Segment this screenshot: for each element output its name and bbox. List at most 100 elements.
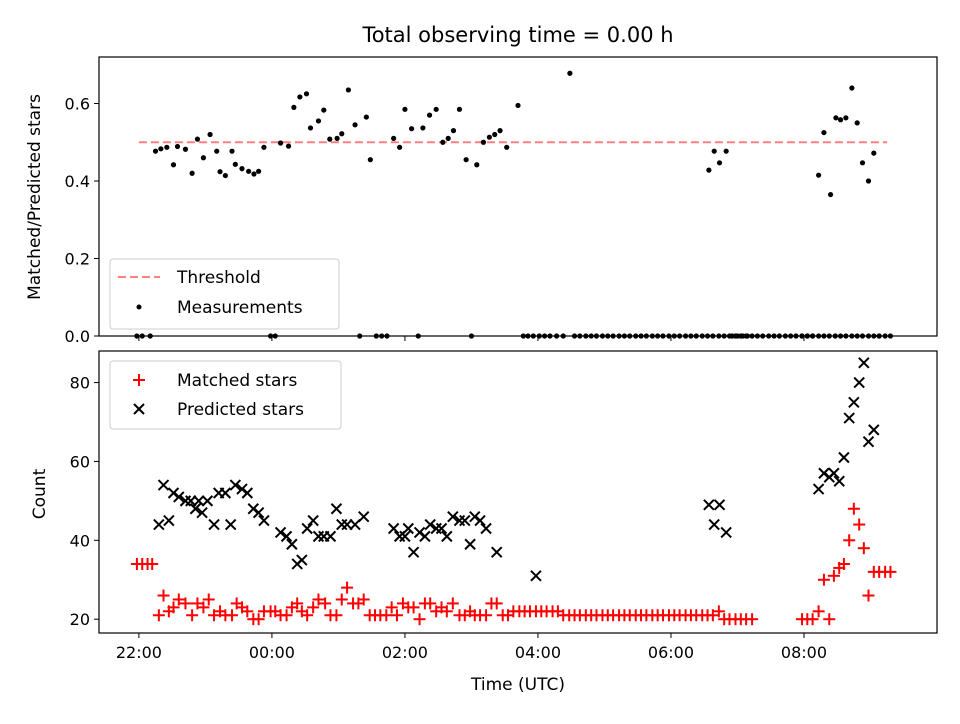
bottom-legend: Matched stars Predicted stars: [109, 360, 342, 430]
measurement-point: [849, 85, 855, 91]
matched-star-point: [380, 609, 393, 622]
measurement-point: [754, 333, 761, 339]
measurement-point: [610, 333, 616, 339]
measurement-point: [303, 91, 310, 97]
matched-star-point: [827, 569, 840, 582]
measurement-point: [450, 128, 457, 134]
top-panel: 0.0 0.2 0.4 0.6 Matched/Predicted stars Thr…: [25, 56, 938, 346]
measurement-point: [321, 107, 327, 113]
measurement-point: [699, 333, 705, 339]
matched-star-point: [241, 605, 254, 618]
matched-star-point: [280, 609, 293, 622]
measurement-point: [865, 178, 872, 184]
predicted-star-point: [868, 424, 880, 436]
matched-star-point: [319, 597, 332, 610]
measurement-point: [633, 333, 639, 339]
measurement-point: [744, 333, 751, 339]
matched-star-point: [823, 613, 836, 626]
measurement-point: [536, 333, 542, 339]
matched-star-point: [862, 589, 875, 602]
x-tick-label: 04:00: [515, 643, 561, 662]
measurement-point: [207, 131, 213, 138]
measurement-point: [277, 140, 284, 146]
predicted-star-point: [459, 514, 471, 527]
predicted-star-point: [838, 451, 850, 464]
top-y-tick-label: 0.4: [65, 172, 90, 191]
measurement-point: [339, 131, 345, 137]
measurement-point: [638, 333, 644, 339]
predicted-star-point: [843, 412, 855, 424]
predicted-star-point: [224, 518, 237, 531]
measurement-point: [605, 333, 611, 339]
predicted-star-point: [296, 554, 308, 566]
measurement-point: [420, 125, 426, 131]
matched-star-point: [179, 597, 192, 610]
measurement-point: [810, 333, 816, 339]
measurement-point: [239, 166, 245, 172]
measurement-point: [480, 139, 487, 145]
predicted-star-point: [853, 376, 865, 389]
predicted-star-point: [419, 530, 431, 543]
measurement-point: [567, 70, 573, 76]
predicted-star-point: [153, 518, 165, 531]
predicted-star-point: [530, 570, 542, 582]
matched-star-point: [146, 557, 159, 570]
measurement-point: [147, 333, 153, 339]
predicted-star-point: [274, 526, 287, 539]
legend-threshold-label: Threshold: [176, 268, 261, 288]
measurement-point: [291, 104, 297, 110]
predicted-star-point: [241, 487, 254, 499]
predicted-star-point: [708, 518, 720, 531]
predicted-star-point: [480, 522, 492, 535]
x-axis-label: Time (UTC): [470, 675, 565, 695]
predicted-star-point: [286, 538, 298, 550]
measurement-point: [297, 94, 303, 100]
bottom-x-ticks: 22:00 00:00 02:00 04:00 06:00 08:00: [116, 633, 827, 662]
measurement-point: [553, 333, 560, 339]
measurement-point: [716, 333, 722, 339]
bottom-legend-box: [109, 360, 342, 430]
predicted-star-point: [812, 483, 825, 495]
chart-title: Total observing time = 0.00 h: [361, 23, 673, 47]
top-y-tick-label: 0.2: [65, 250, 90, 269]
measurement-point: [887, 333, 894, 339]
measurement-point: [583, 333, 589, 339]
legend-measurements-swatch: [136, 304, 142, 310]
measurement-point: [804, 333, 810, 339]
matched-star-point: [424, 597, 437, 610]
matched-star-point: [853, 518, 866, 531]
predicted-star-point: [301, 522, 313, 535]
measurement-point: [182, 146, 189, 152]
measurement-point: [152, 148, 159, 154]
predicted-star-point: [193, 495, 205, 507]
top-y-tick-label: 0.6: [65, 95, 90, 114]
measurement-point: [616, 333, 622, 339]
predicted-star-point: [713, 499, 726, 511]
top-legend: Threshold Measurements: [109, 258, 340, 330]
predicted-star-point: [196, 506, 208, 519]
matched-star-point: [186, 609, 199, 622]
measurement-point: [256, 168, 262, 174]
measurement-point: [666, 333, 672, 339]
measurement-point: [577, 333, 583, 339]
predicted-star-point: [258, 514, 270, 527]
predicted-star-point: [491, 546, 503, 558]
measurement-point: [706, 167, 712, 173]
measurement-point: [749, 333, 755, 339]
measurement-point: [837, 333, 844, 339]
matched-star-point: [490, 597, 503, 610]
measurement-point: [649, 333, 655, 339]
matched-star-point: [847, 502, 860, 515]
measurement-point: [599, 333, 606, 339]
bottom-y-tick-label: 20: [70, 610, 90, 629]
matched-star-point: [335, 593, 348, 606]
measurement-point: [843, 333, 849, 339]
measurement-point: [445, 135, 451, 141]
measurement-point: [189, 170, 195, 176]
top-y-label: Matched/Predicted stars: [25, 94, 45, 300]
measurement-point: [643, 333, 649, 339]
measurement-point: [859, 333, 866, 339]
measurement-point: [391, 135, 397, 141]
matched-star-point: [301, 609, 314, 622]
bottom-y-label: Count: [30, 468, 50, 519]
